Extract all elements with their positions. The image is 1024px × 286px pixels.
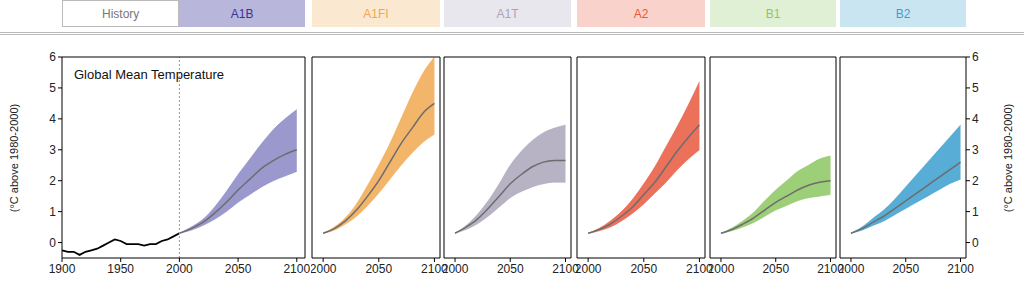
svg-text:2100: 2100 [552, 261, 579, 276]
svg-text:1900: 1900 [49, 262, 76, 276]
svg-text:1: 1 [49, 205, 56, 219]
svg-text:6: 6 [49, 50, 56, 64]
svg-text:3: 3 [972, 143, 979, 157]
svg-text:2000: 2000 [576, 262, 602, 276]
svg-text:2100: 2100 [686, 261, 713, 276]
svg-text:2000: 2000 [709, 262, 735, 276]
html-text:A1FI: A1FI [363, 6, 389, 21]
svg-text:4: 4 [49, 112, 56, 126]
svg-text:2: 2 [972, 174, 979, 188]
svg-text:5: 5 [49, 81, 56, 95]
svg-text:2050: 2050 [497, 262, 524, 276]
html-text:A2: A2 [633, 6, 649, 21]
svg-text:0: 0 [49, 236, 56, 250]
html-text:(°C above 1980-2000): (°C above 1980-2000) [8, 103, 20, 212]
svg-text:2100: 2100 [817, 261, 844, 276]
html-text:A1B: A1B [230, 6, 254, 21]
svg-text:2100: 2100 [421, 261, 448, 276]
html-text:B2: B2 [895, 6, 911, 21]
html-text:B1: B1 [765, 6, 781, 21]
html-text:Global Mean Temperature: Global Mean Temperature [74, 67, 225, 82]
svg-text:2: 2 [49, 174, 56, 188]
svg-text:5: 5 [972, 81, 979, 95]
svg-text:0: 0 [972, 236, 979, 250]
svg-text:4: 4 [972, 112, 979, 126]
html-text:A1T: A1T [496, 6, 519, 21]
svg-text:1: 1 [972, 205, 979, 219]
svg-text:2050: 2050 [225, 262, 252, 276]
html-text:History: History [102, 6, 140, 21]
svg-text:1950: 1950 [107, 262, 134, 276]
svg-text:2000: 2000 [166, 262, 193, 276]
svg-text:2100: 2100 [947, 262, 974, 276]
svg-text:2050: 2050 [365, 262, 392, 276]
svg-text:2000: 2000 [311, 262, 337, 276]
svg-text:2050: 2050 [892, 262, 919, 276]
svg-text:3: 3 [49, 143, 56, 157]
svg-text:2100: 2100 [283, 262, 310, 276]
svg-text:2050: 2050 [630, 262, 657, 276]
svg-text:2000: 2000 [443, 262, 469, 276]
svg-text:2050: 2050 [762, 262, 789, 276]
html-text:(°C above 1980-2000): (°C above 1980-2000) [1002, 103, 1014, 212]
svg-text:6: 6 [972, 50, 979, 64]
svg-text:2000: 2000 [839, 262, 865, 276]
